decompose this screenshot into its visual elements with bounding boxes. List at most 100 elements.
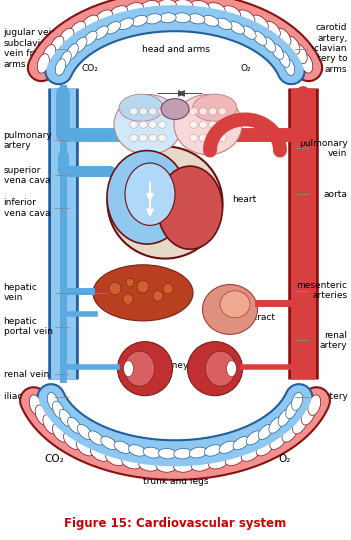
Ellipse shape <box>199 134 207 141</box>
Ellipse shape <box>218 108 226 115</box>
Ellipse shape <box>282 424 298 442</box>
Ellipse shape <box>279 51 290 68</box>
Ellipse shape <box>190 1 210 12</box>
Ellipse shape <box>225 451 244 465</box>
Ellipse shape <box>69 21 85 38</box>
Ellipse shape <box>84 31 97 45</box>
Text: Figure 15: Cardiovascular system: Figure 15: Cardiovascular system <box>64 517 287 530</box>
Ellipse shape <box>149 108 157 115</box>
Ellipse shape <box>145 14 162 24</box>
Text: CO₂: CO₂ <box>81 64 98 73</box>
Ellipse shape <box>139 108 147 115</box>
Ellipse shape <box>278 409 291 426</box>
Ellipse shape <box>205 351 236 386</box>
Ellipse shape <box>209 134 217 141</box>
Ellipse shape <box>241 446 260 461</box>
Text: liver: liver <box>106 291 126 300</box>
Ellipse shape <box>174 448 192 459</box>
Ellipse shape <box>107 151 187 244</box>
Ellipse shape <box>190 108 198 115</box>
Ellipse shape <box>158 134 166 141</box>
Ellipse shape <box>124 361 133 377</box>
Ellipse shape <box>207 3 225 15</box>
Text: mesenteric
arteries: mesenteric arteries <box>297 281 347 300</box>
Ellipse shape <box>190 134 198 141</box>
Ellipse shape <box>226 361 237 377</box>
Circle shape <box>153 291 163 301</box>
Text: head and arms: head and arms <box>141 45 210 54</box>
Ellipse shape <box>294 45 307 64</box>
Ellipse shape <box>118 342 172 396</box>
Ellipse shape <box>149 134 157 141</box>
Text: O₂: O₂ <box>240 64 251 73</box>
Ellipse shape <box>219 441 236 454</box>
Ellipse shape <box>204 445 222 456</box>
Ellipse shape <box>60 51 71 68</box>
Text: pulmonary
vein: pulmonary vein <box>299 139 347 158</box>
Text: carotid
artery,
subclavian
artery to
arms: carotid artery, subclavian artery to arm… <box>299 23 347 74</box>
Circle shape <box>137 280 149 293</box>
Ellipse shape <box>284 59 295 76</box>
Ellipse shape <box>203 16 219 26</box>
Ellipse shape <box>94 26 108 39</box>
Ellipse shape <box>220 291 250 318</box>
Text: heart: heart <box>232 195 256 204</box>
Text: iliac vein: iliac vein <box>4 393 44 401</box>
Ellipse shape <box>308 395 321 415</box>
Circle shape <box>126 278 134 287</box>
Ellipse shape <box>130 121 138 128</box>
Ellipse shape <box>93 265 193 321</box>
Ellipse shape <box>218 121 226 128</box>
Circle shape <box>109 282 121 295</box>
Ellipse shape <box>139 121 147 128</box>
Ellipse shape <box>130 108 138 115</box>
Ellipse shape <box>199 108 207 115</box>
Ellipse shape <box>208 456 228 469</box>
Ellipse shape <box>252 15 269 30</box>
Ellipse shape <box>90 446 109 461</box>
Circle shape <box>163 284 173 294</box>
Text: aorta: aorta <box>324 190 347 199</box>
Ellipse shape <box>253 31 266 45</box>
Text: kidneys: kidneys <box>158 361 193 370</box>
Ellipse shape <box>161 99 189 119</box>
Ellipse shape <box>128 445 146 456</box>
Ellipse shape <box>149 121 157 128</box>
Ellipse shape <box>286 36 300 54</box>
Ellipse shape <box>37 53 49 73</box>
Ellipse shape <box>47 393 58 410</box>
Ellipse shape <box>107 146 223 259</box>
Ellipse shape <box>110 6 127 19</box>
Ellipse shape <box>66 44 78 59</box>
Ellipse shape <box>199 121 207 128</box>
Text: trunk and legs: trunk and legs <box>143 477 208 486</box>
Ellipse shape <box>209 121 217 128</box>
Ellipse shape <box>223 6 241 19</box>
Ellipse shape <box>77 424 92 440</box>
Text: pulmonary
artery: pulmonary artery <box>4 131 52 150</box>
Ellipse shape <box>43 45 56 64</box>
Ellipse shape <box>256 440 274 456</box>
Ellipse shape <box>246 431 261 445</box>
Ellipse shape <box>286 401 298 418</box>
Ellipse shape <box>238 10 255 24</box>
Ellipse shape <box>59 28 74 45</box>
Ellipse shape <box>174 94 242 155</box>
Text: renal
artery: renal artery <box>320 330 347 350</box>
Ellipse shape <box>158 121 166 128</box>
Ellipse shape <box>203 285 258 334</box>
Ellipse shape <box>188 14 205 24</box>
Text: superior
vena cava: superior vena cava <box>4 166 50 185</box>
Ellipse shape <box>187 342 243 396</box>
Ellipse shape <box>265 21 280 38</box>
Ellipse shape <box>125 163 175 225</box>
Text: hepatic
portal vein: hepatic portal vein <box>4 317 53 336</box>
Ellipse shape <box>174 460 194 472</box>
Ellipse shape <box>76 440 94 456</box>
Ellipse shape <box>50 36 64 54</box>
Ellipse shape <box>190 121 198 128</box>
Ellipse shape <box>270 432 286 449</box>
Ellipse shape <box>143 447 161 458</box>
Ellipse shape <box>158 166 223 249</box>
Ellipse shape <box>125 3 143 15</box>
